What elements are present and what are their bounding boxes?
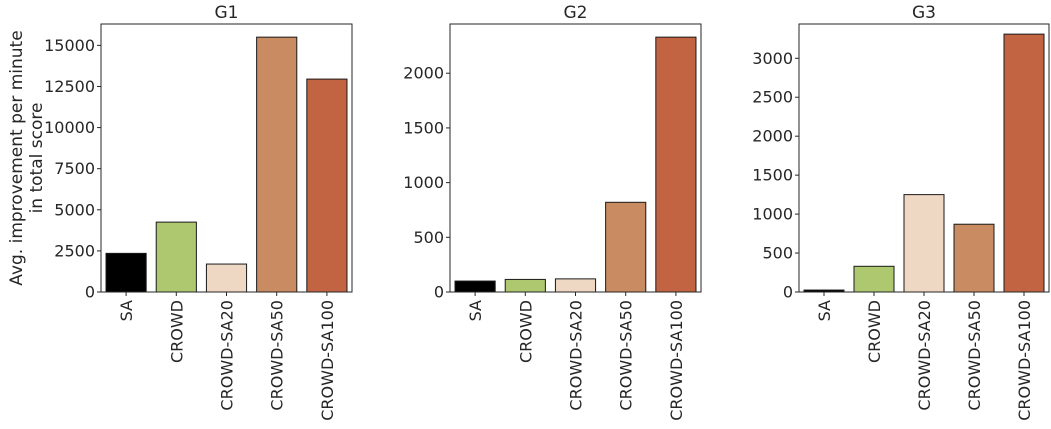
x-tick-label: CROWD-SA100: [318, 300, 337, 421]
y-tick-label: 2000: [403, 64, 444, 83]
x-tick-label: CROWD-SA20: [915, 300, 934, 411]
x-tick-label: CROWD-SA100: [667, 300, 686, 421]
bar-sa: [105, 252, 147, 293]
x-tick-label: SA: [815, 300, 834, 321]
chart-panel-2: G2 SA CROWD CROWD-SA20 CROWD-SA50 CROWD-SA100…: [403, 3, 702, 421]
plot-frame: [449, 23, 702, 293]
chart-panel-3: G3 SA CROWD CROWD-SA20 CROWD-SA50 CROWD-SA100…: [752, 3, 1050, 421]
bar-crowd-sa20: [903, 194, 945, 293]
x-tick-label: CROWD-SA50: [268, 300, 287, 411]
bar-crowd-sa50: [605, 201, 647, 293]
y-tick-label: 5000: [54, 200, 95, 219]
y-tick-label: 1000: [403, 173, 444, 192]
y-tick-label: 15000: [44, 36, 95, 55]
x-tick-label: SA: [466, 300, 485, 321]
y-tick-label: 7500: [54, 159, 95, 178]
x-tick-label: CROWD: [516, 300, 535, 363]
x-tick-label: CROWD-SA50: [617, 300, 636, 411]
x-tick-label: CROWD: [167, 300, 186, 363]
bar-crowd: [853, 265, 895, 293]
y-tick-label: 3000: [752, 49, 793, 68]
bar-crowd-sa100: [655, 36, 697, 293]
y-tick-label: 2000: [752, 127, 793, 146]
bar-crowd-sa100: [306, 78, 348, 293]
x-tick-label: CROWD-SA100: [1015, 300, 1034, 421]
y-tick-label: 10000: [44, 118, 95, 137]
x-tick-label: CROWD-SA20: [218, 300, 237, 411]
y-axis-label-line-1: Avg. improvement per minute: [7, 30, 27, 285]
y-tick-label: 1500: [403, 118, 444, 137]
y-tick-label: 0: [85, 283, 95, 302]
y-tick-label: 500: [413, 228, 444, 247]
chart-panel-1: G1 SA CROWD CROWD-SA20 CROWD-SA50 CROWD-SA100…: [44, 3, 353, 421]
chart-title: G1: [215, 3, 239, 23]
bar-sa: [454, 280, 496, 293]
chart-title: G2: [564, 3, 588, 23]
x-tick-label: SA: [117, 300, 136, 321]
y-tick-label: 0: [434, 283, 444, 302]
y-tick-label: 500: [762, 244, 793, 263]
bar-crowd: [504, 278, 546, 293]
bar-crowd-sa100: [1003, 33, 1045, 293]
bar-crowd: [155, 221, 197, 293]
y-tick-label: 2500: [54, 241, 95, 260]
plot-frame: [100, 23, 353, 293]
y-tick-label: 0: [783, 283, 793, 302]
bar-crowd-sa20: [554, 278, 597, 293]
y-tick-label: 2500: [752, 88, 793, 107]
y-tick-label: 12500: [44, 77, 95, 96]
chart-title: G3: [912, 3, 936, 23]
y-tick-label: 1500: [752, 166, 793, 185]
plot-frame: [798, 23, 1050, 293]
y-axis-label-line-2: in total score: [27, 103, 47, 214]
y-tick-label: 1000: [752, 205, 793, 224]
x-tick-label: CROWD-SA20: [567, 300, 586, 411]
x-tick-label: CROWD: [865, 300, 884, 363]
bar-crowd-sa50: [256, 36, 298, 293]
bar-crowd-sa20: [205, 263, 248, 293]
bar-crowd-sa50: [953, 223, 995, 293]
x-tick-label: CROWD-SA50: [965, 300, 984, 411]
